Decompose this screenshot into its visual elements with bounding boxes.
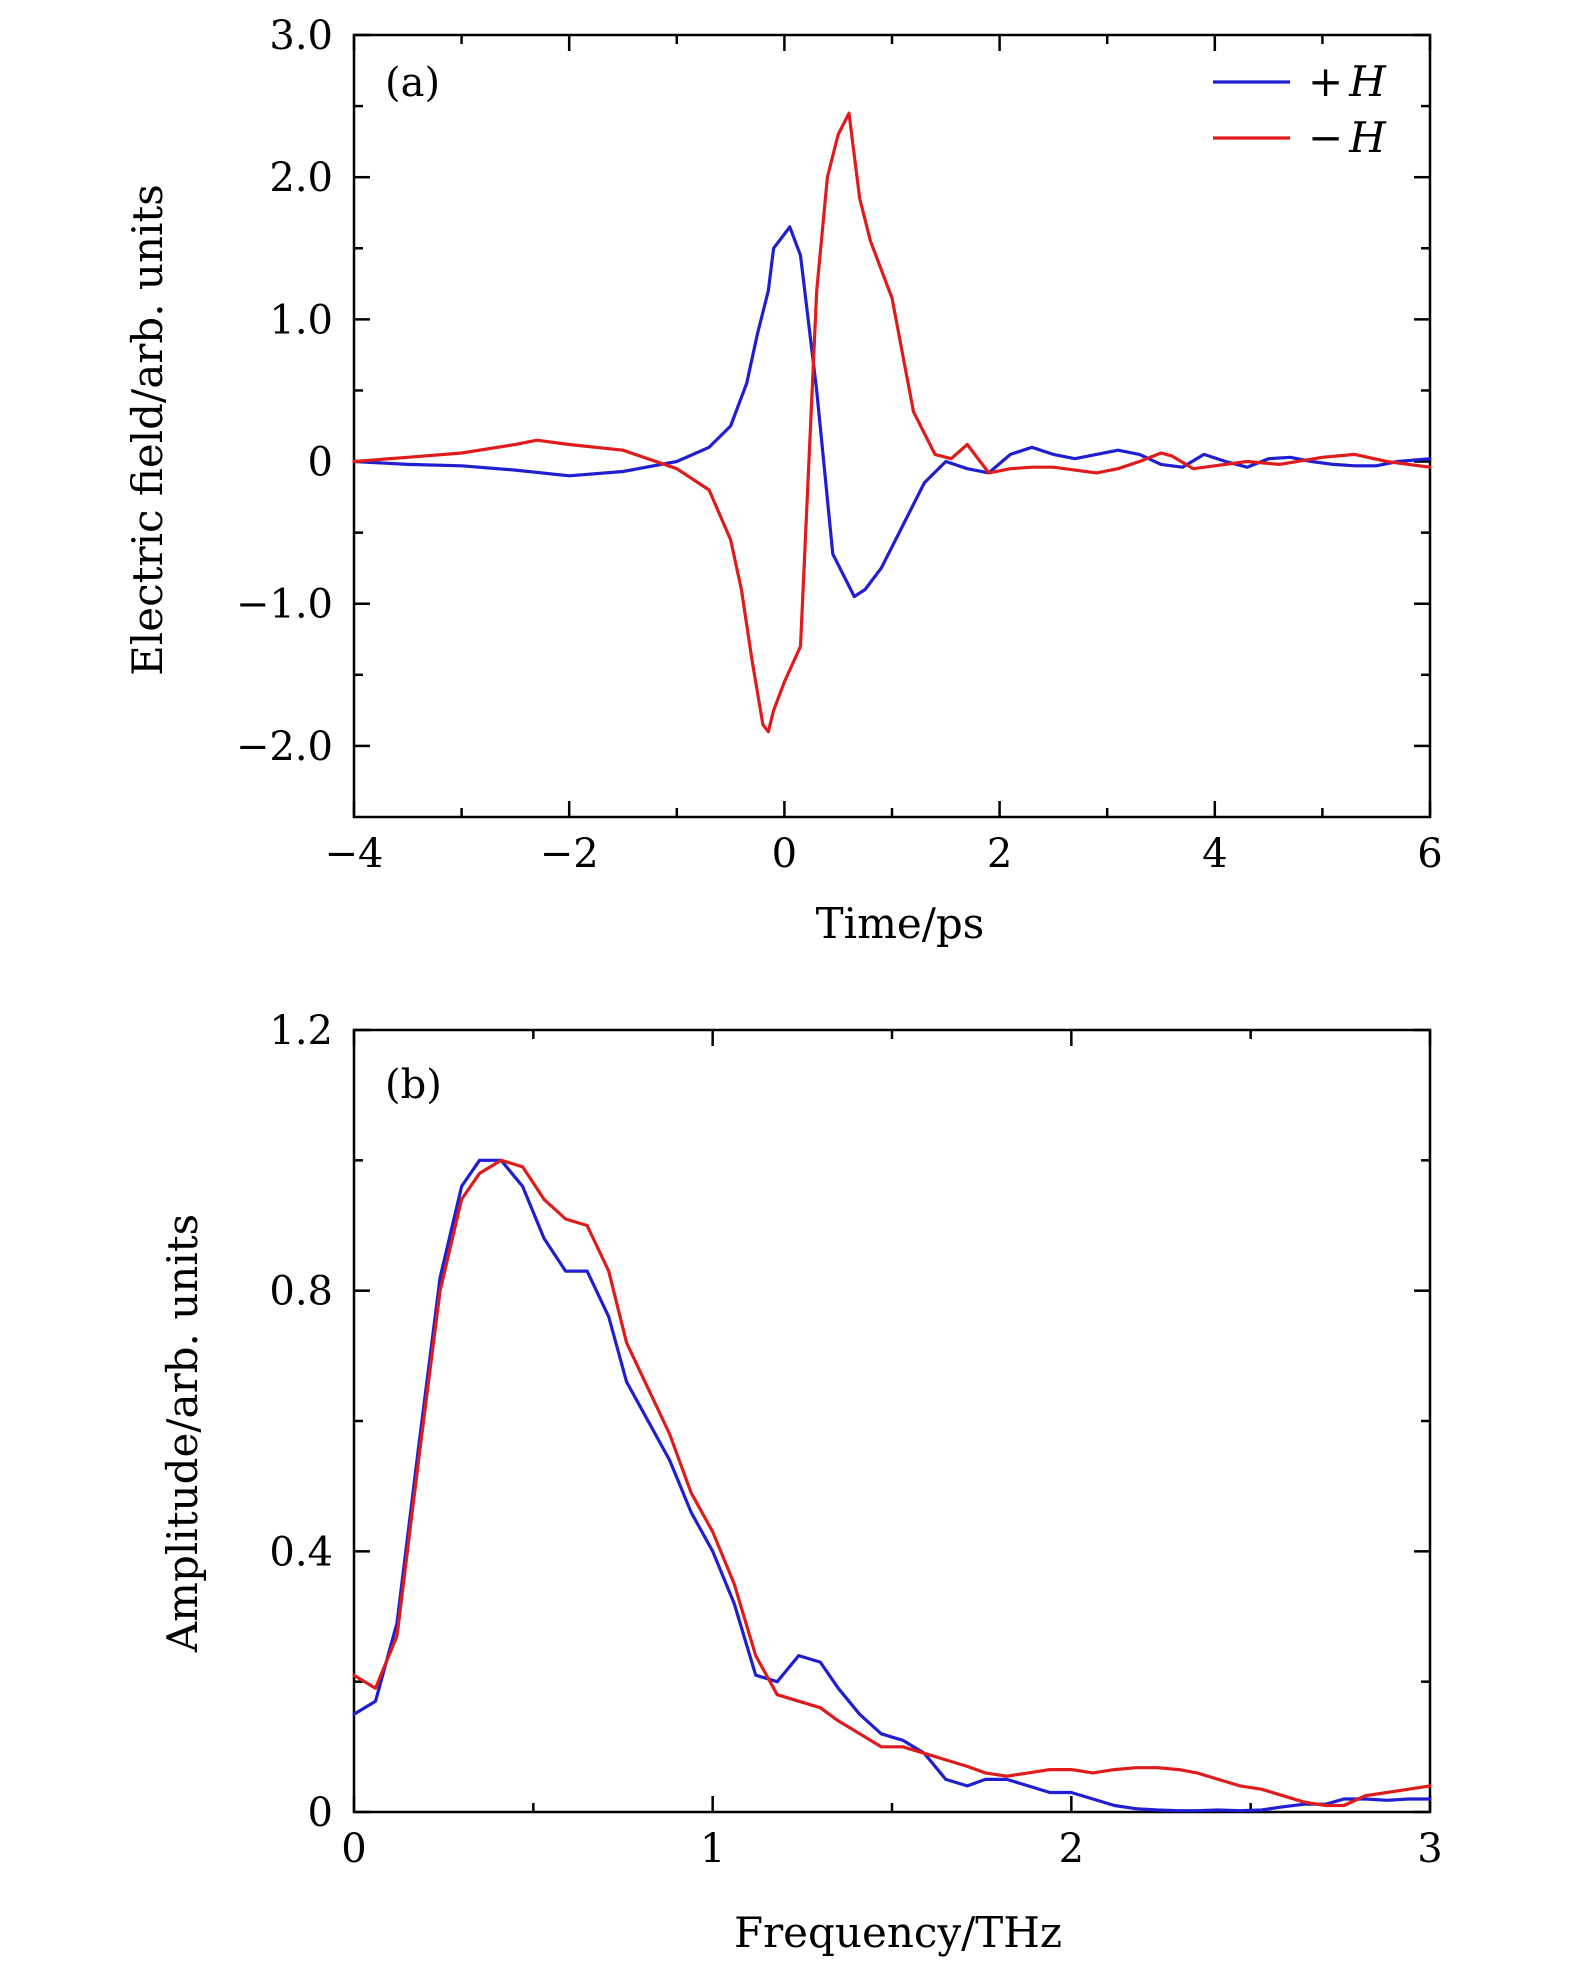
panel-b-y-tick-label: 0 — [308, 1790, 333, 1836]
panel-b-y-axis-title: Amplitude/arb. units — [158, 1214, 207, 1653]
panel-a-label: (a) — [385, 60, 440, 106]
panel-a-x-tick-label: 0 — [772, 831, 797, 877]
panel-a-y-tick-label: −1.0 — [236, 582, 333, 628]
panel-b-x-tick-label: 2 — [1059, 1826, 1084, 1872]
panel-a-x-tick-label: 2 — [987, 831, 1012, 877]
legend-entry-plus-h: + H — [1308, 57, 1387, 106]
panel-b-chart: 0 1 2 3 0 0.4 0.8 1.2 (b) Frequency/THz Amplitu… — [158, 1008, 1443, 1957]
panel-a-y-tick-label: 2.0 — [269, 155, 333, 201]
panel-b-plot-area: 0 1 2 3 0 0.4 0.8 1.2 — [269, 1008, 1442, 1872]
panel-b-y-tick-label: 1.2 — [269, 1008, 333, 1054]
panel-b-y-tick-label: 0.4 — [269, 1529, 333, 1575]
panel-a-plot-area: −4 −2 0 2 4 6 −2.0 −1.0 0 1.0 2.0 3.0 — [236, 13, 1443, 877]
panel-a-series-minus-h-line — [352, 111, 1432, 734]
legend-entry-minus-h: − H — [1308, 113, 1387, 162]
panel-b-x-tick-label: 0 — [341, 1826, 366, 1872]
panel-a-chart: −4 −2 0 2 4 6 −2.0 −1.0 0 1.0 2.0 3.0 (a) Time/ps E… — [123, 13, 1443, 948]
panel-a-y-tick-label: 1.0 — [269, 297, 333, 343]
panel-b-label: (b) — [385, 1062, 442, 1108]
panel-a-y-axis-title: Electric field/arb. units — [123, 184, 172, 676]
panel-a-x-axis-title: Time/ps — [816, 899, 985, 948]
panel-a-x-tick-label: −2 — [540, 831, 599, 877]
panel-a-x-tick-label: 4 — [1202, 831, 1227, 877]
panel-b-series-minus-h-line — [352, 1158, 1432, 1808]
panel-b-x-tick-label: 3 — [1417, 1826, 1442, 1872]
panel-b-x-tick-label: 1 — [700, 1826, 725, 1872]
panel-a-y-tick-label: −2.0 — [236, 724, 333, 770]
panel-b-series-plus-h-line — [352, 1158, 1432, 1813]
panel-a-x-tick-label: −4 — [325, 831, 384, 877]
panel-a-y-tick-label: 3.0 — [269, 13, 333, 59]
panel-b-x-axis-title: Frequency/THz — [734, 1908, 1062, 1957]
panel-b-y-tick-label: 0.8 — [269, 1269, 333, 1315]
panel-a-x-tick-label: 6 — [1417, 831, 1442, 877]
panel-a-y-tick-label: 0 — [308, 440, 333, 486]
legend: + H − H — [1213, 57, 1387, 162]
